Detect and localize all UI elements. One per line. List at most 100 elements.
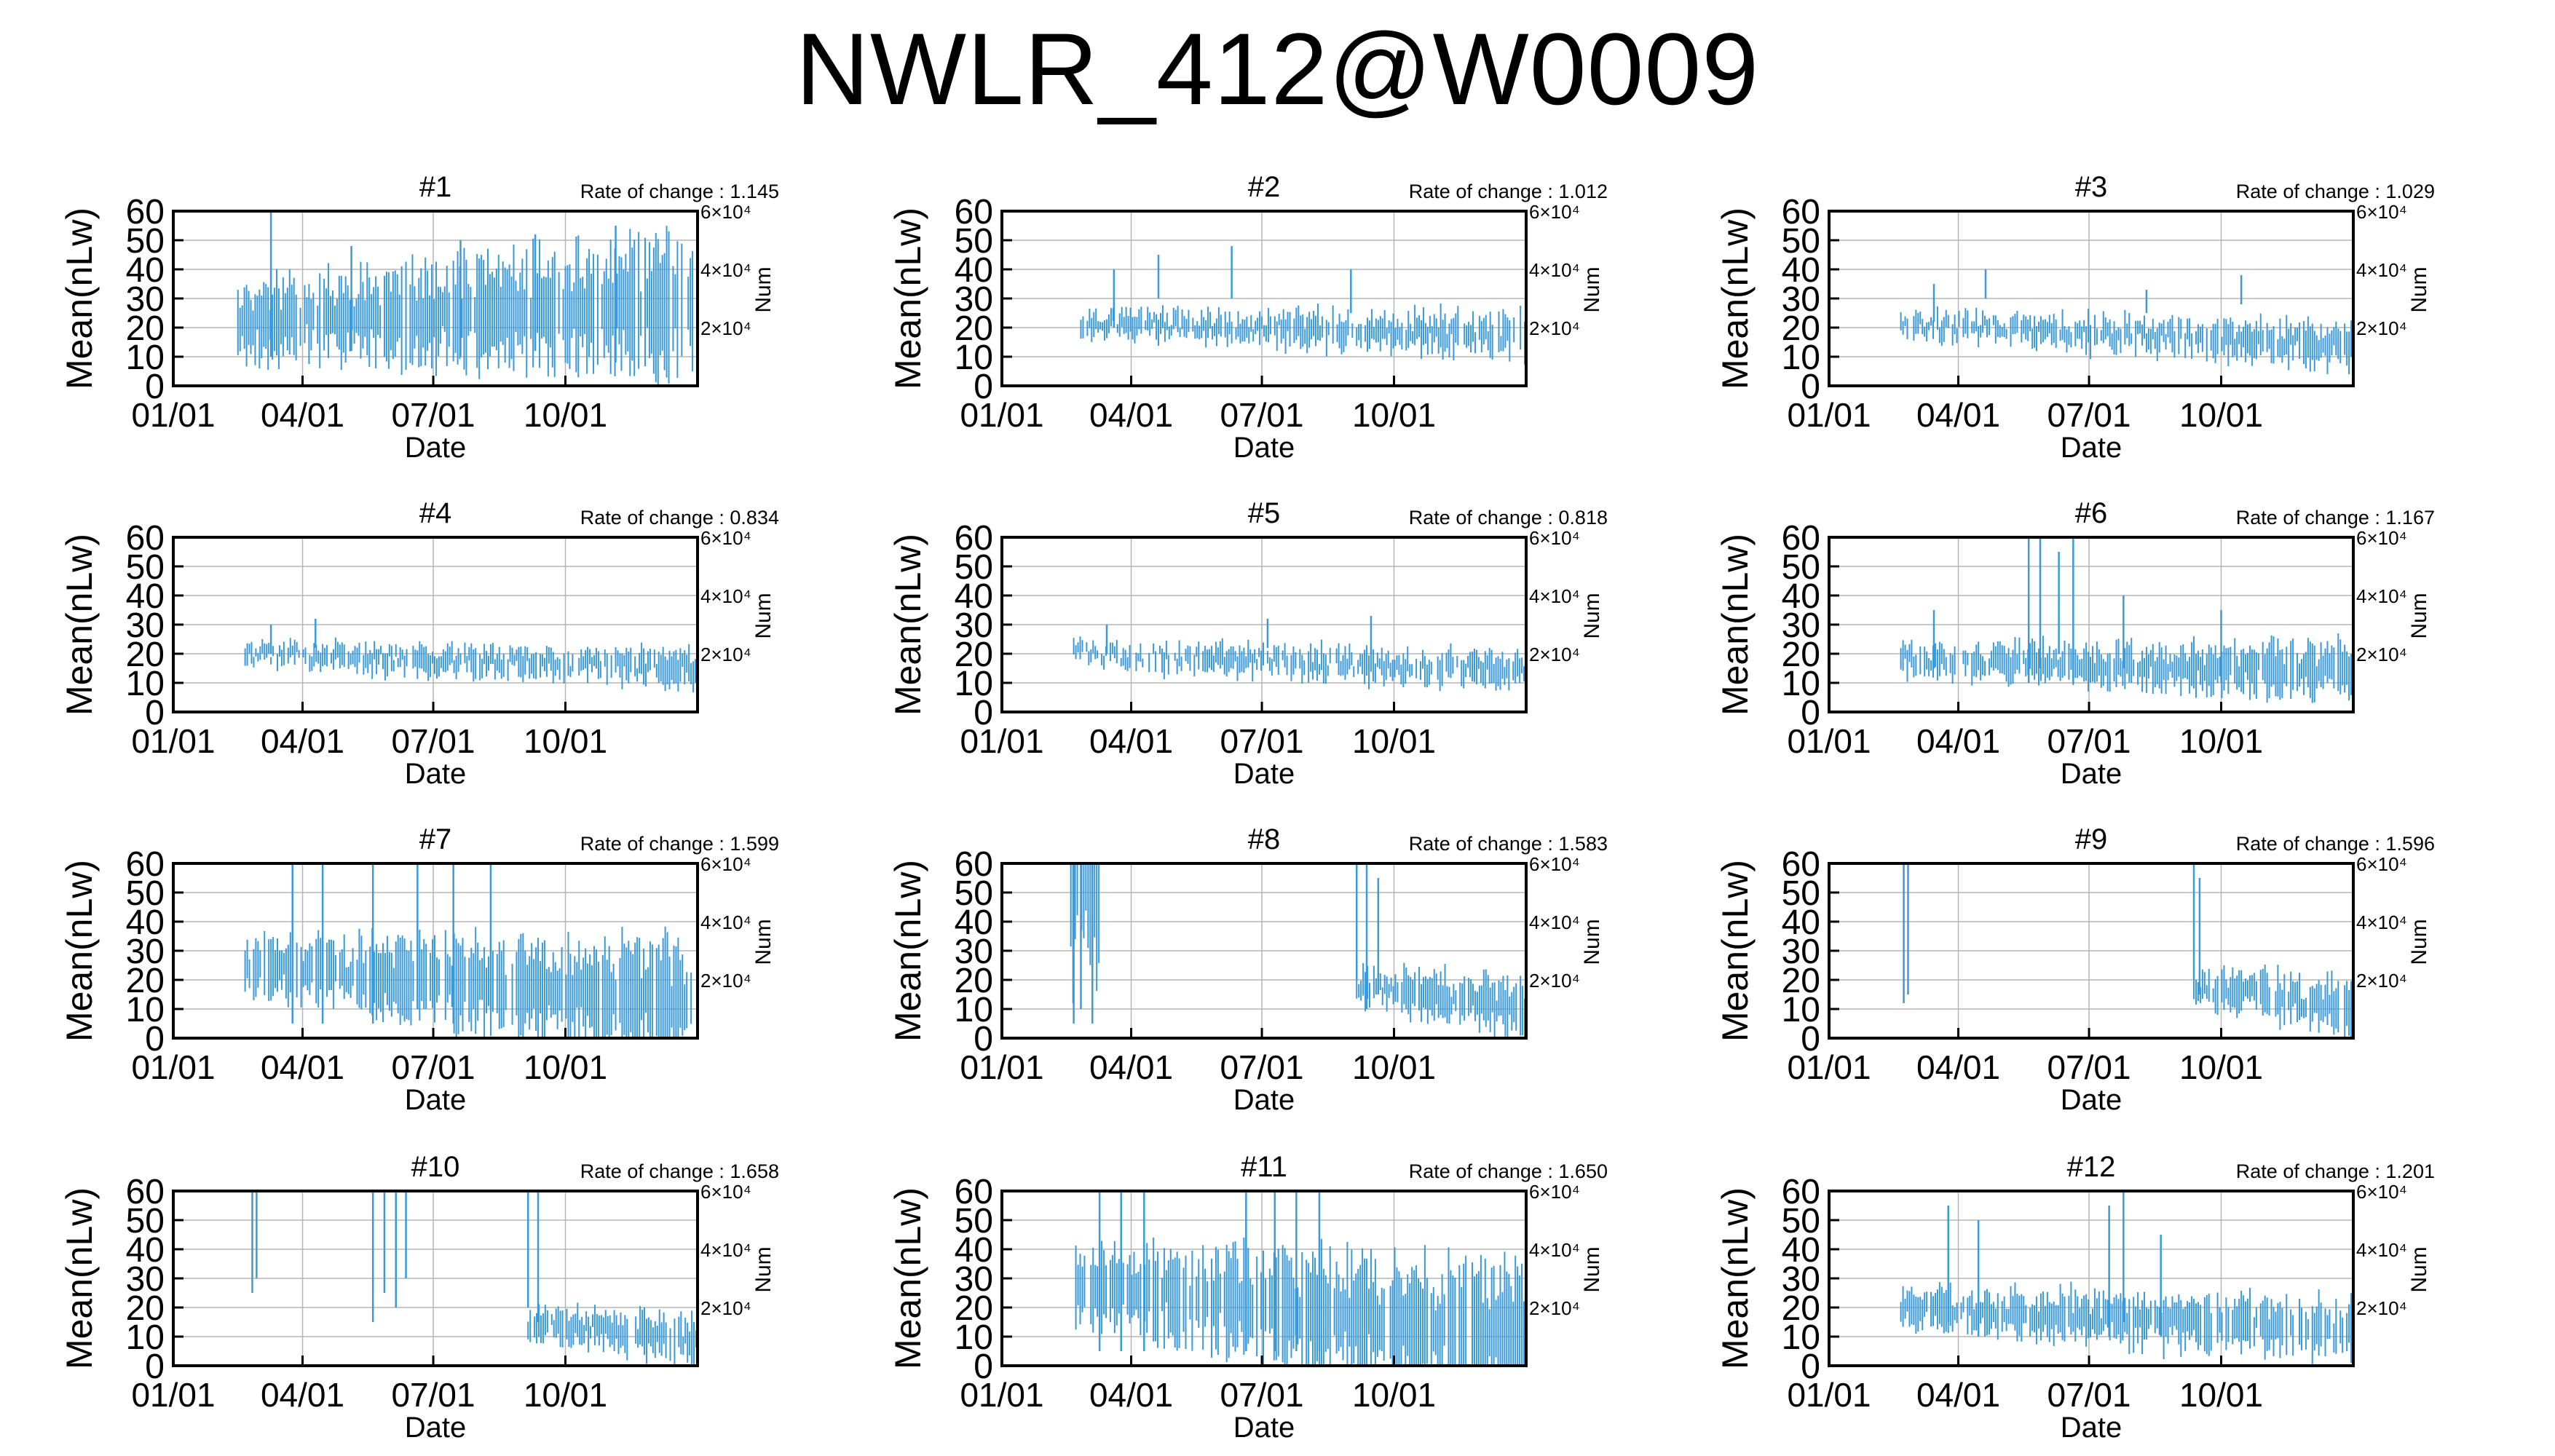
y-tick-label: 60 — [126, 193, 165, 232]
subplot-title: #9 — [2075, 823, 2108, 855]
x-axis-label: Date — [2061, 1084, 2122, 1116]
ticks — [172, 862, 567, 1040]
y-tick-label: 50 — [955, 548, 993, 587]
y2-tick-label: 4×10⁴ — [1529, 585, 1580, 607]
ticks — [172, 536, 567, 713]
y-tick-label: 10 — [1782, 1318, 1820, 1357]
y-tick-label: 30 — [126, 280, 165, 319]
y2-tick-label: 4×10⁴ — [700, 1239, 751, 1261]
y-tick-label: 60 — [955, 1173, 993, 1211]
y-axis-label: Mean(nLw) — [59, 207, 100, 389]
y2-tick-label: 4×10⁴ — [1529, 259, 1580, 281]
y2-axis-label: Num — [2407, 266, 2431, 312]
x-tick-label: 04/01 — [261, 396, 344, 434]
y2-axis-label: Num — [751, 919, 775, 965]
subplot-title: #5 — [1248, 497, 1281, 529]
x-tick-label: 10/01 — [1352, 396, 1436, 434]
y2-tick-label: 2×10⁴ — [2356, 970, 2407, 992]
data-series — [1900, 269, 2353, 375]
x-tick-label: 04/01 — [261, 722, 344, 760]
y-tick-label: 50 — [1782, 222, 1820, 261]
y2-tick-label: 2×10⁴ — [700, 970, 751, 992]
y2-tick-label: 2×10⁴ — [1529, 1297, 1580, 1319]
y2-tick-label: 2×10⁴ — [1529, 970, 1580, 992]
rate-of-change-label: Rate of change : 1.145 — [580, 181, 779, 202]
y2-tick-label: 6×10⁴ — [700, 527, 751, 549]
y-tick-label: 40 — [126, 577, 165, 616]
y-tick-label: 60 — [126, 519, 165, 558]
x-axis-label: Date — [1233, 758, 1295, 790]
y-tick-label: 30 — [1782, 280, 1820, 319]
y-tick-label: 50 — [1782, 874, 1820, 913]
y2-tick-label: 2×10⁴ — [2356, 1297, 2407, 1319]
x-tick-label: 01/01 — [1787, 1376, 1871, 1414]
x-axis-label: Date — [405, 758, 467, 790]
y-axis-label: Mean(nLw) — [888, 534, 928, 716]
data-series — [1073, 616, 1525, 692]
y-tick-label: 0 — [974, 694, 993, 732]
y-tick-label: 20 — [126, 962, 165, 1000]
x-tick-label: 01/01 — [960, 1048, 1043, 1086]
x-tick-label: 01/01 — [131, 1048, 215, 1086]
y-tick-label: 20 — [1782, 636, 1820, 674]
y-tick-label: 40 — [126, 1231, 165, 1270]
x-tick-label: 01/01 — [131, 396, 215, 434]
y2-tick-label: 4×10⁴ — [2356, 911, 2407, 933]
x-tick-label: 10/01 — [2179, 1376, 2263, 1414]
y-tick-label: 60 — [1782, 519, 1820, 558]
y-tick-label: 10 — [1782, 991, 1820, 1029]
rate-of-change-label: Rate of change : 1.596 — [2236, 833, 2435, 855]
y2-tick-label: 4×10⁴ — [1529, 911, 1580, 933]
y-tick-label: 30 — [126, 606, 165, 645]
y-axis-label: Mean(nLw) — [59, 1187, 100, 1369]
x-tick-label: 07/01 — [391, 1048, 475, 1086]
x-tick-label: 04/01 — [1916, 1376, 2000, 1414]
data-series — [251, 1191, 698, 1366]
y2-axis-label: Num — [2407, 919, 2431, 965]
grid — [1002, 537, 1526, 712]
x-tick-label: 07/01 — [391, 396, 475, 434]
y2-tick-label: 4×10⁴ — [700, 911, 751, 933]
y-tick-label: 40 — [1782, 903, 1820, 942]
y-tick-label: 10 — [955, 991, 993, 1029]
x-axis-label: Date — [405, 1412, 467, 1444]
y-tick-label: 10 — [955, 665, 993, 703]
y-tick-label: 0 — [1801, 1348, 1820, 1386]
data-series — [1080, 246, 1526, 365]
grid — [1829, 211, 2353, 386]
x-tick-label: 04/01 — [1089, 1376, 1173, 1414]
y-tick-label: 20 — [126, 1289, 165, 1328]
y-tick-label: 0 — [974, 1348, 993, 1386]
y-axis-label: Mean(nLw) — [59, 860, 100, 1042]
y-tick-label: 30 — [955, 1260, 993, 1299]
x-tick-label: 07/01 — [1220, 1048, 1303, 1086]
y-tick-label: 20 — [1782, 309, 1820, 348]
y-axis-label: Mean(nLw) — [888, 207, 928, 389]
y2-tick-label: 6×10⁴ — [1529, 201, 1580, 223]
data-series — [237, 211, 694, 386]
y2-tick-label: 4×10⁴ — [700, 585, 751, 607]
x-tick-label: 10/01 — [1352, 722, 1436, 760]
x-axis-label: Date — [1233, 1084, 1295, 1116]
y-tick-label: 20 — [126, 636, 165, 674]
y-tick-label: 20 — [955, 1289, 993, 1328]
y-tick-label: 30 — [955, 606, 993, 645]
rate-of-change-label: Rate of change : 1.650 — [1409, 1160, 1608, 1182]
x-tick-label: 04/01 — [1916, 722, 2000, 760]
x-tick-label: 07/01 — [1220, 722, 1303, 760]
y-tick-label: 10 — [1782, 339, 1820, 377]
x-tick-label: 04/01 — [261, 1376, 344, 1414]
x-axis-label: Date — [2061, 758, 2122, 790]
rate-of-change-label: Rate of change : 1.167 — [2236, 507, 2435, 529]
y-tick-label: 20 — [955, 309, 993, 348]
y2-tick-label: 2×10⁴ — [2356, 644, 2407, 665]
ticks — [1828, 1190, 2223, 1367]
y-tick-label: 50 — [955, 874, 993, 913]
x-tick-label: 07/01 — [2047, 1048, 2131, 1086]
y-tick-label: 20 — [1782, 1289, 1820, 1328]
